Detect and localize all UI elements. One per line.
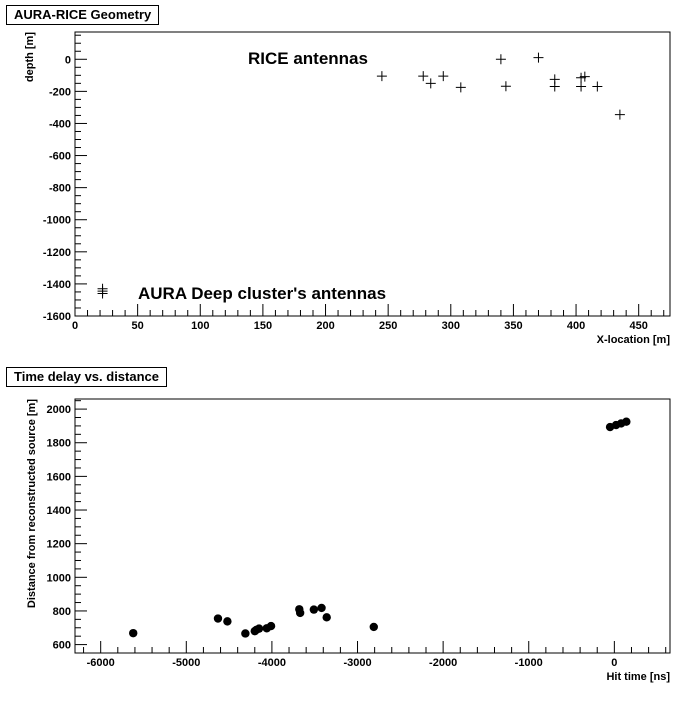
x-tick-label: -2000 xyxy=(429,657,457,669)
data-point xyxy=(129,628,138,638)
chart-1-title: AURA-RICE Geometry xyxy=(6,5,160,25)
y-tick-label: 1400 xyxy=(47,505,71,517)
plot-frame xyxy=(74,398,671,654)
data-point xyxy=(418,71,429,82)
x-tick-label: 150 xyxy=(254,320,272,332)
data-point xyxy=(241,629,250,638)
data-point xyxy=(549,81,560,92)
data-point xyxy=(500,81,511,92)
data-point xyxy=(438,71,449,82)
y-tick-label: -1600 xyxy=(43,311,71,323)
y-tick-label: -600 xyxy=(49,151,71,163)
x-tick-label: 350 xyxy=(504,320,522,332)
plot-frame xyxy=(74,31,671,317)
y-tick-label: -1000 xyxy=(43,215,71,227)
x-axis-title: Hit time [ns] xyxy=(606,671,670,683)
x-tick-label: -3000 xyxy=(343,657,371,669)
x-tick-label: 200 xyxy=(316,320,334,332)
annotation-aura: AURA Deep cluster's antennas xyxy=(138,284,386,303)
y-tick-label: 2000 xyxy=(47,404,71,416)
y-tick-label: -200 xyxy=(49,86,71,98)
data-point xyxy=(533,52,544,63)
data-point xyxy=(266,621,276,631)
y-tick-label: -800 xyxy=(49,183,71,195)
y-tick-label: 800 xyxy=(53,606,71,618)
data-point xyxy=(622,417,631,426)
x-tick-label: 450 xyxy=(630,320,648,332)
x-tick-label: 0 xyxy=(611,657,617,669)
x-tick-label: 100 xyxy=(191,320,209,332)
y-tick-label: 0 xyxy=(65,54,71,66)
x-tick-label: 400 xyxy=(567,320,585,332)
y-tick-label: 1600 xyxy=(47,471,71,483)
y-tick-label: 1800 xyxy=(47,438,71,450)
x-axis-title: X-location [m] xyxy=(597,334,671,346)
x-tick-label: -4000 xyxy=(258,657,286,669)
x-tick-label: 300 xyxy=(442,320,460,332)
y-tick-label: 600 xyxy=(53,640,71,652)
y-tick-label: 1200 xyxy=(47,539,71,551)
y-tick-label: -400 xyxy=(49,118,71,130)
x-tick-label: -6000 xyxy=(87,657,115,669)
annotation-rice: RICE antennas xyxy=(248,49,368,68)
data-point xyxy=(592,81,603,92)
data-point xyxy=(97,288,108,299)
y-axis-title: Distance from reconstructed source [m] xyxy=(26,399,38,608)
data-point xyxy=(495,54,506,65)
data-point xyxy=(317,603,326,613)
data-point xyxy=(223,617,232,626)
data-point xyxy=(295,608,305,618)
data-point xyxy=(576,81,587,92)
geometry-plot: 0 50 100 150 200 250 300 350 400 450 -1600 -1400 -12… xyxy=(24,31,671,346)
chart-2-title: Time delay vs. distance xyxy=(6,367,167,387)
data-point xyxy=(322,613,331,622)
data-point xyxy=(254,624,264,633)
data-point xyxy=(376,71,387,82)
time-delay-plot: -6000 -5000 -4000 -3000 -2000 -1000 0 600 800 100… xyxy=(26,398,671,683)
x-tick-label: 0 xyxy=(72,320,78,332)
x-tick-label: -1000 xyxy=(515,657,543,669)
y-tick-label: -1400 xyxy=(43,279,71,291)
data-point xyxy=(213,614,223,623)
x-tick-label: 250 xyxy=(379,320,397,332)
data-point xyxy=(425,78,436,89)
data-point xyxy=(309,605,319,614)
x-tick-label: -5000 xyxy=(172,657,200,669)
data-point xyxy=(455,82,466,93)
y-tick-label: -1200 xyxy=(43,247,71,259)
y-axis-title: depth [m] xyxy=(24,32,36,82)
x-tick-label: 50 xyxy=(132,320,144,332)
data-point xyxy=(614,109,625,120)
data-point xyxy=(369,622,378,632)
data-point xyxy=(579,71,590,82)
y-tick-label: 1000 xyxy=(47,572,71,584)
